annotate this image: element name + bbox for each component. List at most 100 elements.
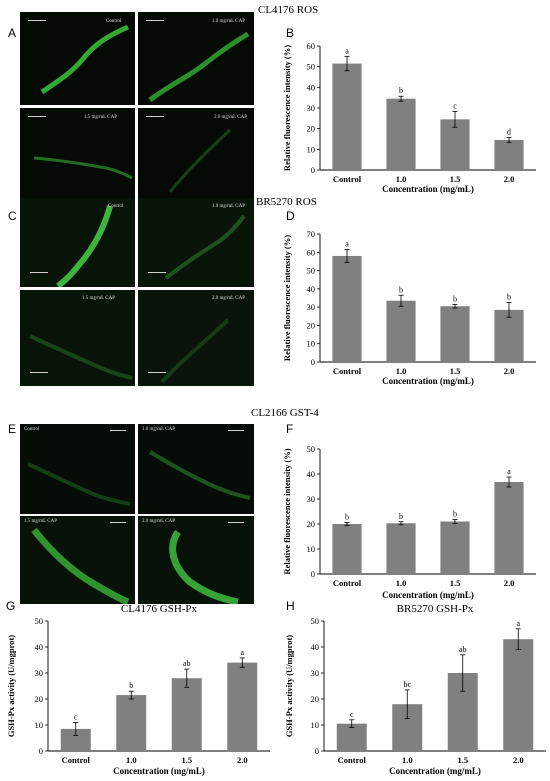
significance-letter: ab	[183, 659, 191, 668]
y-tick-label: 50	[307, 444, 316, 454]
category-label: 1.5	[450, 578, 461, 588]
significance-letter: a	[516, 619, 520, 628]
micrograph-a-2-0: 2.0 mg/mL CAP	[138, 108, 254, 198]
bar	[440, 119, 470, 170]
micrograph-label: 1.0 mg/mL CAP	[142, 427, 176, 432]
x-axis-label: Concentration (mg/mL)	[389, 766, 481, 776]
bar	[503, 639, 534, 751]
y-tick-label: 20	[35, 694, 44, 704]
y-tick-label: 60	[307, 41, 316, 51]
micrograph-e-1-0: 1.0 mg/mL CAP	[138, 424, 254, 514]
bar	[440, 521, 470, 574]
micrograph-c-1-0: 1.0 mg/mL CAP	[138, 198, 254, 287]
chart-d: 0 10 20 30 40 50 60 70 a Control b 1.0 b 1.5 b 2.0 Conce…	[282, 229, 536, 386]
y-axis-label: Relative fluorescence intensity (%)	[282, 448, 292, 574]
micrograph-a-control: Control	[20, 12, 135, 105]
chart-title: CL4176 GSH-Px	[121, 603, 198, 615]
y-tick-label: 20	[307, 519, 316, 529]
bar	[336, 723, 367, 751]
x-axis-label: Concentration (mg/mL)	[382, 184, 474, 194]
y-axis-label: Relative fluorescence intensity (%)	[282, 235, 292, 361]
micrograph-label: 1.0 mg/mL CAP	[212, 204, 246, 209]
bar	[332, 524, 362, 574]
bar	[332, 63, 362, 170]
category-label: 1.0	[396, 578, 407, 588]
y-tick-label: 60	[307, 247, 316, 257]
significance-letter: b	[399, 512, 403, 521]
section-title-cl4176-ros: CL4176 ROS	[258, 4, 319, 16]
category-label: 2.0	[504, 366, 515, 376]
panel-letter-g: G	[6, 599, 16, 613]
y-tick-label: 40	[307, 82, 316, 92]
panel-letter-d: D	[286, 209, 295, 223]
y-tick-label: 0	[315, 746, 319, 756]
y-tick-label: 30	[35, 668, 44, 678]
y-axis-label: Relative fluorescence intensity (%)	[282, 45, 292, 171]
category-label: 2.0	[504, 174, 515, 184]
micrograph-label: 2.0 mg/mL CAP	[142, 519, 176, 524]
micrograph-label: 2.0 mg/mL CAP	[212, 296, 246, 301]
y-tick-label: 50	[307, 266, 316, 276]
category-label: 1.0	[126, 755, 137, 765]
significance-letter: b	[453, 510, 457, 519]
category-label: Control	[333, 578, 362, 588]
chart-b: 0 10 20 30 40 50 60 a Control b 1.0 c 1.5 d 2.0 Concent…	[282, 41, 536, 194]
category-label: 1.0	[402, 755, 413, 765]
bar	[494, 309, 524, 362]
y-tick-label: 40	[307, 469, 316, 479]
category-label: Control	[62, 755, 91, 765]
micrograph-label: 1.5 mg/mL CAP	[84, 115, 118, 120]
y-tick-label: 50	[307, 62, 316, 72]
significance-letter: a	[345, 46, 349, 55]
significance-letter: b	[399, 285, 403, 294]
significance-letter: ab	[459, 645, 467, 654]
bar	[494, 140, 524, 170]
bar	[386, 523, 416, 574]
bar	[171, 678, 202, 751]
category-label: 2.0	[237, 755, 248, 765]
y-tick-label: 30	[307, 103, 316, 113]
micrograph-label: Control	[106, 19, 122, 24]
y-tick-label: 40	[307, 284, 316, 294]
category-label: 1.5	[450, 366, 461, 376]
category-label: Control	[333, 174, 362, 184]
y-tick-label: 30	[311, 668, 320, 678]
micrograph-e-1-5: 1.5 mg/mL CAP	[20, 516, 135, 604]
micrograph-label: 2.0 mg/mL CAP	[214, 115, 248, 120]
y-axis-label: GSH-Px activity (U/mgprot)	[284, 635, 294, 737]
micrograph-c-1-5: 1.5 mg/mL CAP	[20, 290, 135, 386]
significance-letter: c	[74, 712, 78, 721]
section-title-cl2166-gst4: CL2166 GST-4	[251, 407, 319, 419]
category-label: 1.0	[396, 366, 407, 376]
y-tick-label: 10	[311, 720, 320, 730]
panel-letter-h: H	[286, 599, 295, 613]
category-label: Control	[338, 755, 367, 765]
category-label: 2.0	[504, 578, 515, 588]
y-tick-label: 0	[311, 569, 315, 579]
significance-letter: a	[507, 467, 511, 476]
y-axis-label: GSH-Px activity (U/mgprot)	[6, 635, 16, 737]
micrograph-c-control: Control	[20, 198, 135, 287]
chart-f: 0 10 20 30 40 50 b Control b 1.0 b 1.5 a 2.0 Concentra…	[282, 444, 536, 600]
micrograph-label: 1.0 mg/mL CAP	[212, 19, 246, 24]
bar	[440, 306, 470, 362]
category-label: 1.0	[396, 174, 407, 184]
category-label: 1.5	[450, 174, 461, 184]
bar	[386, 98, 416, 170]
y-tick-label: 50	[311, 616, 320, 626]
category-label: 1.5	[457, 755, 468, 765]
category-label: 2.0	[513, 755, 524, 765]
chart-g: CL4176 GSH-Px 0 10 20 30 40 50 c Control b 1.0 ab 1.…	[6, 603, 270, 776]
category-label: Control	[333, 366, 362, 376]
micrograph-c-2-0: 2.0 mg/mL CAP	[138, 290, 254, 386]
significance-letter: b	[507, 293, 511, 302]
chart-h: BR5270 GSH-Px 0 10 20 30 40 50 c Control bc 1.0 ab 1…	[284, 603, 546, 776]
y-tick-label: 10	[35, 720, 44, 730]
y-tick-label: 10	[307, 144, 316, 154]
significance-letter: bc	[403, 680, 411, 689]
significance-letter: c	[350, 710, 354, 719]
y-tick-label: 20	[311, 694, 320, 704]
y-tick-label: 50	[35, 616, 44, 626]
y-tick-label: 30	[307, 302, 316, 312]
